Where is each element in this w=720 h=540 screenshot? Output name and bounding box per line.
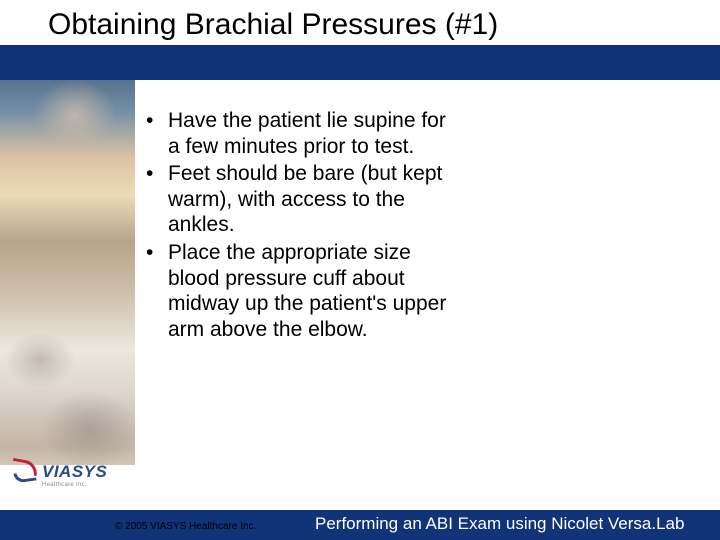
logo-mark-icon — [10, 458, 40, 488]
footer-title: Performing an ABI Exam using Nicolet Ver… — [315, 514, 684, 534]
logo-text: VIASYS — [42, 462, 107, 482]
copyright-text: © 2005 VIASYS Healthcare Inc. — [115, 521, 256, 532]
bullet-item: Have the patient lie supine for a few mi… — [140, 108, 450, 159]
logo: VIASYS Healthcare Inc. — [6, 456, 136, 504]
title-bar — [0, 45, 720, 80]
slide-title: Obtaining Brachial Pressures (#1) — [48, 8, 498, 42]
logo-subtext: Healthcare Inc. — [42, 482, 87, 488]
side-image-overlay — [0, 80, 135, 465]
bullet-item: Feet should be bare (but kept warm), wit… — [140, 161, 450, 238]
bullet-list: Have the patient lie supine for a few mi… — [140, 108, 450, 344]
slide: Obtaining Brachial Pressures (#1) Have t… — [0, 0, 720, 540]
bullet-item: Place the appropriate size blood pressur… — [140, 240, 450, 342]
